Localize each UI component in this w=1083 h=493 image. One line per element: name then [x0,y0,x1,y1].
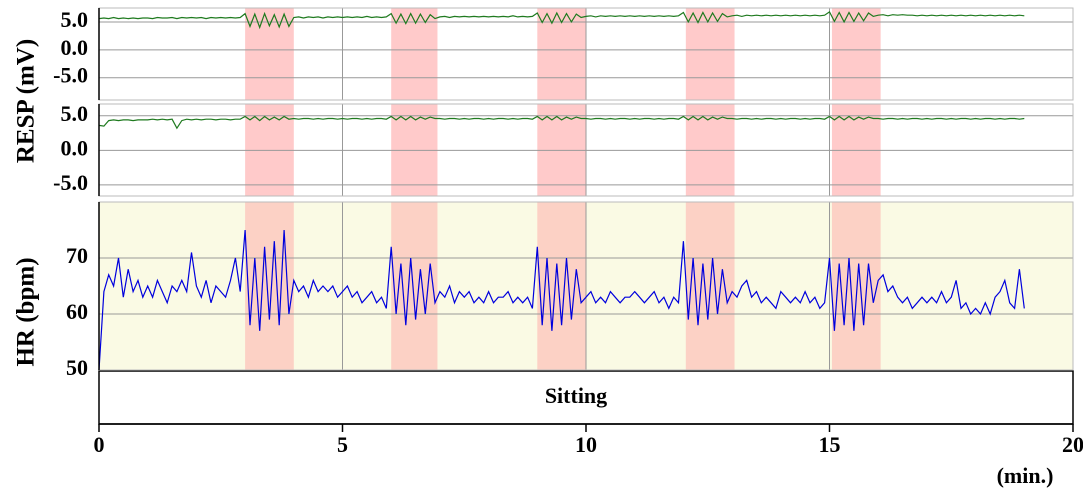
series-line [98,229,1025,371]
y-tick-label: 0.0 [61,35,89,60]
y-tick-label: 5.0 [61,101,89,126]
shaded-interval [391,202,438,370]
x-tick-label: 0 [94,432,105,457]
y-tick-label: 60 [66,299,88,324]
shaded-interval [831,8,881,100]
x-tick-label: 15 [819,432,841,457]
panel: 5.0 0.0 -5.0 [53,101,1074,197]
condition-label: Sitting [545,383,607,408]
shaded-interval [245,8,294,100]
shaded-interval [391,8,438,100]
series-line [98,115,1025,130]
x-tick-label: 10 [575,432,597,457]
y-axis-label: RESP (mV) [13,39,40,163]
panel: 70 60 50 [66,201,1074,380]
shaded-interval [831,202,881,370]
condition-bar [98,370,1074,425]
x-tick-label: 20 [1062,432,1083,457]
y-tick-label: -5.0 [53,63,88,88]
y-tick-label: 5.0 [61,7,89,32]
series-line [98,11,1025,30]
y-tick-label: -5.0 [53,170,88,195]
shaded-interval [685,8,735,100]
x-tick-label: 5 [337,432,348,457]
y-tick-label: 70 [66,243,88,268]
y-axis-label: HR (bpm) [13,257,40,366]
x-axis-label: (min.) [997,463,1054,488]
panel: 5.0 0.0 -5.0 [53,7,1074,101]
y-tick-label: 0.0 [61,135,89,160]
y-tick-label: 50 [66,355,88,380]
